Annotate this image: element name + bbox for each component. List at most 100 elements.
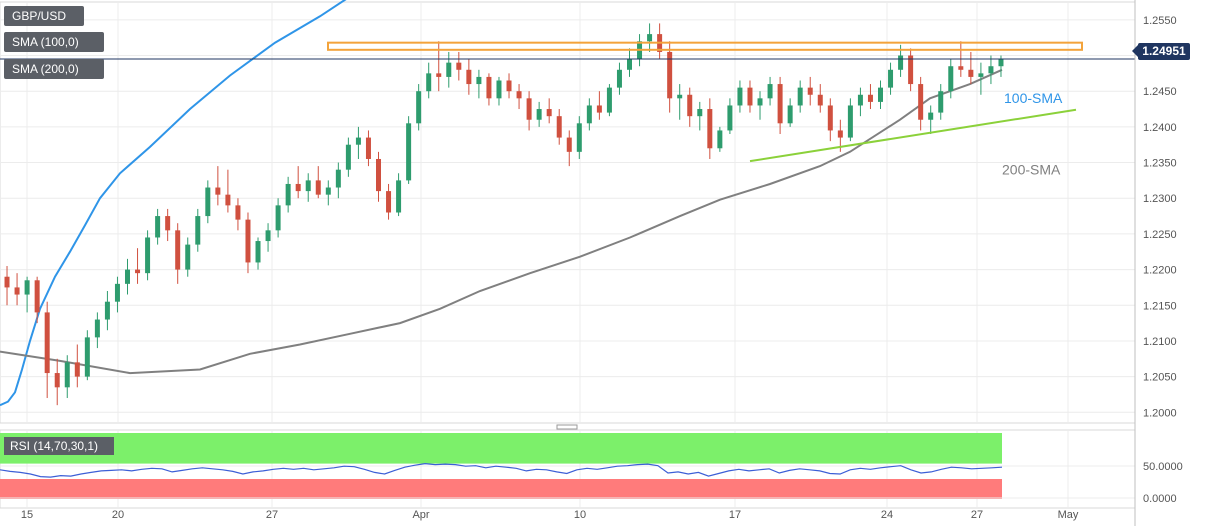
candle [737, 80, 743, 113]
candle [446, 51, 452, 88]
candle-body [125, 269, 130, 284]
candle-body [496, 80, 502, 99]
candle [566, 130, 572, 167]
candle-body [315, 180, 321, 195]
candle-body [456, 62, 462, 70]
candle-body [727, 105, 733, 131]
candle-body [526, 98, 532, 120]
candle-body [948, 66, 954, 92]
candle-body [486, 76, 492, 99]
candle-body [707, 109, 713, 149]
candle-body [44, 312, 50, 374]
price-grid [0, 1, 1136, 509]
rsi-tick-label: 50.0000 [1143, 461, 1183, 473]
candle-body [165, 216, 171, 231]
candle [717, 126, 723, 152]
pair-legend[interactable]: GBP/USD [4, 6, 84, 26]
candle [195, 208, 201, 252]
candle [857, 87, 863, 117]
candle-body [365, 137, 371, 159]
candle [476, 69, 482, 99]
x-tick-label: May [1058, 509, 1079, 521]
candle-body [968, 69, 974, 77]
candle [355, 126, 361, 159]
candle-body [376, 158, 381, 192]
candle-body [938, 91, 944, 113]
candle [436, 41, 442, 92]
candle [54, 358, 60, 406]
y-tick-label: 1.2200 [1143, 265, 1177, 277]
candle [265, 223, 271, 252]
candle-body [235, 205, 241, 220]
candle-body [476, 76, 482, 85]
x-tick-label: 17 [729, 509, 741, 521]
candle [175, 223, 181, 284]
candle [325, 180, 331, 206]
candle-body [998, 59, 1004, 67]
candle-body [777, 84, 783, 124]
x-tick-label: 20 [112, 509, 124, 521]
candle [24, 276, 30, 313]
y-tick-label: 1.2050 [1143, 372, 1177, 384]
candle [275, 198, 281, 238]
candle [466, 59, 472, 95]
candle [787, 98, 793, 127]
y-tick-label: 1.2400 [1143, 122, 1177, 134]
y-tick-label: 1.2450 [1143, 86, 1177, 98]
candle [747, 80, 753, 113]
sma200-legend[interactable]: SMA (200,0) [4, 59, 104, 79]
x-tick-label: Apr [412, 509, 429, 521]
candle [667, 41, 673, 113]
sma100-legend[interactable]: SMA (100,0) [4, 32, 104, 52]
candle [586, 98, 592, 131]
candle [135, 248, 141, 284]
candle [396, 173, 402, 217]
x-tick-label: 15 [21, 509, 33, 521]
candle [155, 208, 161, 245]
candle [406, 116, 412, 184]
x-tick-label: 27 [266, 509, 278, 521]
candle-body [245, 219, 251, 263]
candle-body [747, 87, 753, 106]
candle [727, 98, 733, 135]
candle [697, 101, 703, 131]
candle-body [556, 116, 562, 138]
candle [777, 76, 783, 135]
rsi-line-group [0, 462, 1003, 478]
candle [938, 84, 944, 120]
candle-body [546, 109, 552, 117]
candle-body [265, 230, 271, 242]
candle [576, 116, 582, 159]
candle [345, 137, 351, 177]
candle [606, 84, 612, 117]
candle-body [878, 87, 883, 102]
candle-body [295, 183, 301, 192]
candle-body [687, 94, 693, 117]
candle [104, 290, 110, 331]
panel-resize-handle [556, 424, 578, 430]
rsi-legend[interactable]: RSI (14,70,30,1) [4, 437, 114, 455]
y-tick-label: 1.2000 [1143, 407, 1177, 419]
candle-body [215, 187, 221, 195]
candle [205, 180, 211, 224]
y-tick-label: 1.2300 [1143, 193, 1177, 205]
candle-body [757, 98, 763, 106]
candle-body [436, 73, 442, 77]
candle-body [426, 73, 432, 92]
candle-body [225, 194, 231, 206]
candle [305, 173, 311, 202]
candle [707, 98, 713, 159]
candle-body [847, 105, 853, 138]
candle-body [908, 55, 914, 85]
candle-body [466, 69, 472, 85]
candle [827, 98, 833, 142]
candle [94, 312, 100, 349]
candle [767, 76, 773, 106]
candle-body [416, 91, 422, 124]
current-price-tag: 1.24951 [1132, 43, 1190, 60]
candle [968, 51, 974, 85]
candle [596, 91, 602, 120]
candle [74, 344, 80, 388]
candle-body [185, 244, 191, 270]
candle-body [135, 269, 141, 274]
